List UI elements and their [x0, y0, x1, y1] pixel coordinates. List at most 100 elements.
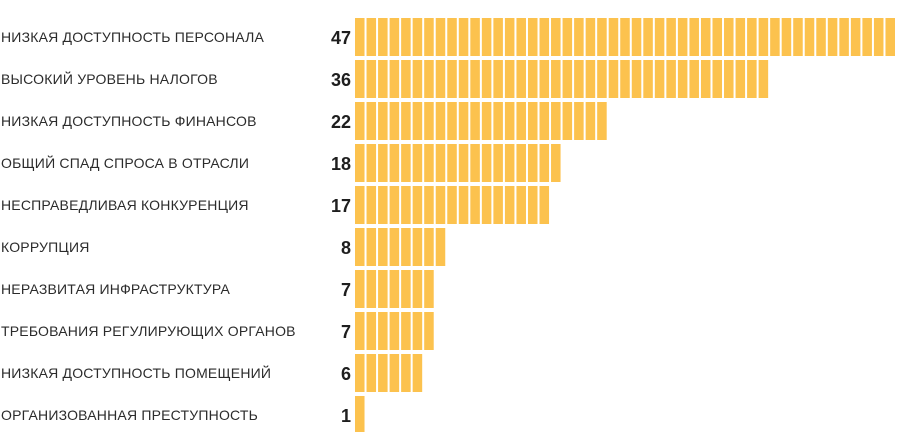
bar-segment: [378, 270, 388, 308]
bar-segment: [608, 60, 619, 98]
bar: [355, 60, 769, 98]
bar-segment: [355, 144, 365, 182]
value-label: 17: [331, 196, 351, 216]
bar-segment: [539, 18, 550, 56]
bar-row: ТРЕБОВАНИЯ РЕГУЛИРУЮЩИХ ОРГАНОВ 7: [1, 312, 434, 350]
bar-segment: [355, 354, 365, 392]
bar-segment: [355, 312, 365, 350]
bar-segment: [401, 18, 411, 56]
bar-segment: [516, 186, 526, 224]
bar-segment: [481, 186, 492, 224]
bar-segment: [389, 270, 400, 308]
bar-segment: [666, 18, 676, 56]
bar-segment: [631, 18, 642, 56]
bar-segment: [804, 18, 815, 56]
category-label: ТРЕБОВАНИЯ РЕГУЛИРУЮЩИХ ОРГАНОВ: [1, 323, 296, 339]
bar-segment: [355, 102, 365, 140]
bar-segment: [366, 186, 377, 224]
bar-segment: [700, 60, 711, 98]
bar-segment: [585, 18, 596, 56]
bar-segment: [366, 354, 377, 392]
bar-segment: [850, 18, 861, 56]
bar-segment: [527, 18, 538, 56]
bar-segment: [424, 60, 434, 98]
category-label: КОРРУПЦИЯ: [1, 239, 90, 255]
bar-segment: [424, 228, 434, 266]
bar-segment: [666, 60, 676, 98]
bar-segment: [539, 60, 550, 98]
bar-segment: [712, 18, 723, 56]
bar: [355, 186, 550, 224]
bar-segment: [355, 18, 365, 56]
bar-segment: [378, 102, 388, 140]
bar-segment: [643, 18, 653, 56]
category-label: ОБЩИЙ СПАД СПРОСА В ОТРАСЛИ: [1, 154, 249, 171]
bar-segment: [412, 144, 423, 182]
bar-segment: [424, 102, 434, 140]
bar-segment: [458, 60, 469, 98]
bar-segment: [378, 312, 388, 350]
bar-segment: [481, 18, 492, 56]
value-label: 6: [341, 364, 351, 384]
bar-segment: [493, 186, 503, 224]
bar-segment: [539, 144, 550, 182]
bar-segment: [758, 18, 769, 56]
bar-segment: [539, 186, 550, 224]
bar-segment: [401, 102, 411, 140]
bar-segment: [873, 18, 884, 56]
bar-segment: [412, 186, 423, 224]
bar-segment: [401, 270, 411, 308]
category-label: ВЫСОКИЙ УРОВЕНЬ НАЛОГОВ: [1, 70, 218, 87]
bar-segment: [389, 312, 400, 350]
bar-segment: [412, 312, 423, 350]
bar-segment: [378, 354, 388, 392]
bar-segment: [412, 18, 423, 56]
bar-segment: [562, 102, 573, 140]
bar-segment: [793, 18, 803, 56]
bar-segment: [700, 18, 711, 56]
bar-segment: [424, 312, 434, 350]
bar-segment: [366, 60, 377, 98]
bar-segment: [551, 18, 561, 56]
bar-segment: [447, 186, 457, 224]
bar-segment: [735, 18, 746, 56]
bar-segment: [747, 18, 757, 56]
bar: [355, 18, 895, 56]
bar-segment: [551, 102, 561, 140]
bar-segment: [585, 60, 596, 98]
bar-segment: [747, 60, 757, 98]
bar-segment: [574, 18, 584, 56]
bar-segment: [516, 60, 526, 98]
bar-segment: [493, 144, 503, 182]
bar-segment: [378, 18, 388, 56]
bar-segment: [435, 144, 446, 182]
bar-segment: [355, 228, 365, 266]
bar-segment: [355, 60, 365, 98]
bar-segment: [389, 102, 400, 140]
bar-segment: [412, 102, 423, 140]
bar-segment: [504, 144, 515, 182]
bar-segment: [677, 60, 688, 98]
bar-segment: [527, 102, 538, 140]
bar-segment: [735, 60, 746, 98]
bar-segment: [643, 60, 653, 98]
bar-segment: [424, 186, 434, 224]
bar-segment: [758, 60, 769, 98]
bar-segment: [827, 18, 838, 56]
bar-segment: [389, 354, 400, 392]
bar-segment: [366, 270, 377, 308]
bar: [355, 102, 607, 140]
bar-segment: [493, 18, 503, 56]
bar: [355, 228, 446, 266]
bar-row: ВЫСОКИЙ УРОВЕНЬ НАЛОГОВ 36: [1, 60, 769, 98]
bar-segment: [389, 228, 400, 266]
bar-segment: [435, 102, 446, 140]
bar-segment: [401, 144, 411, 182]
bar-segment: [551, 60, 561, 98]
bar-segment: [401, 60, 411, 98]
bar-segment: [816, 18, 826, 56]
bar-segment: [724, 18, 734, 56]
bar-segment: [504, 60, 515, 98]
bar-segment: [862, 18, 872, 56]
